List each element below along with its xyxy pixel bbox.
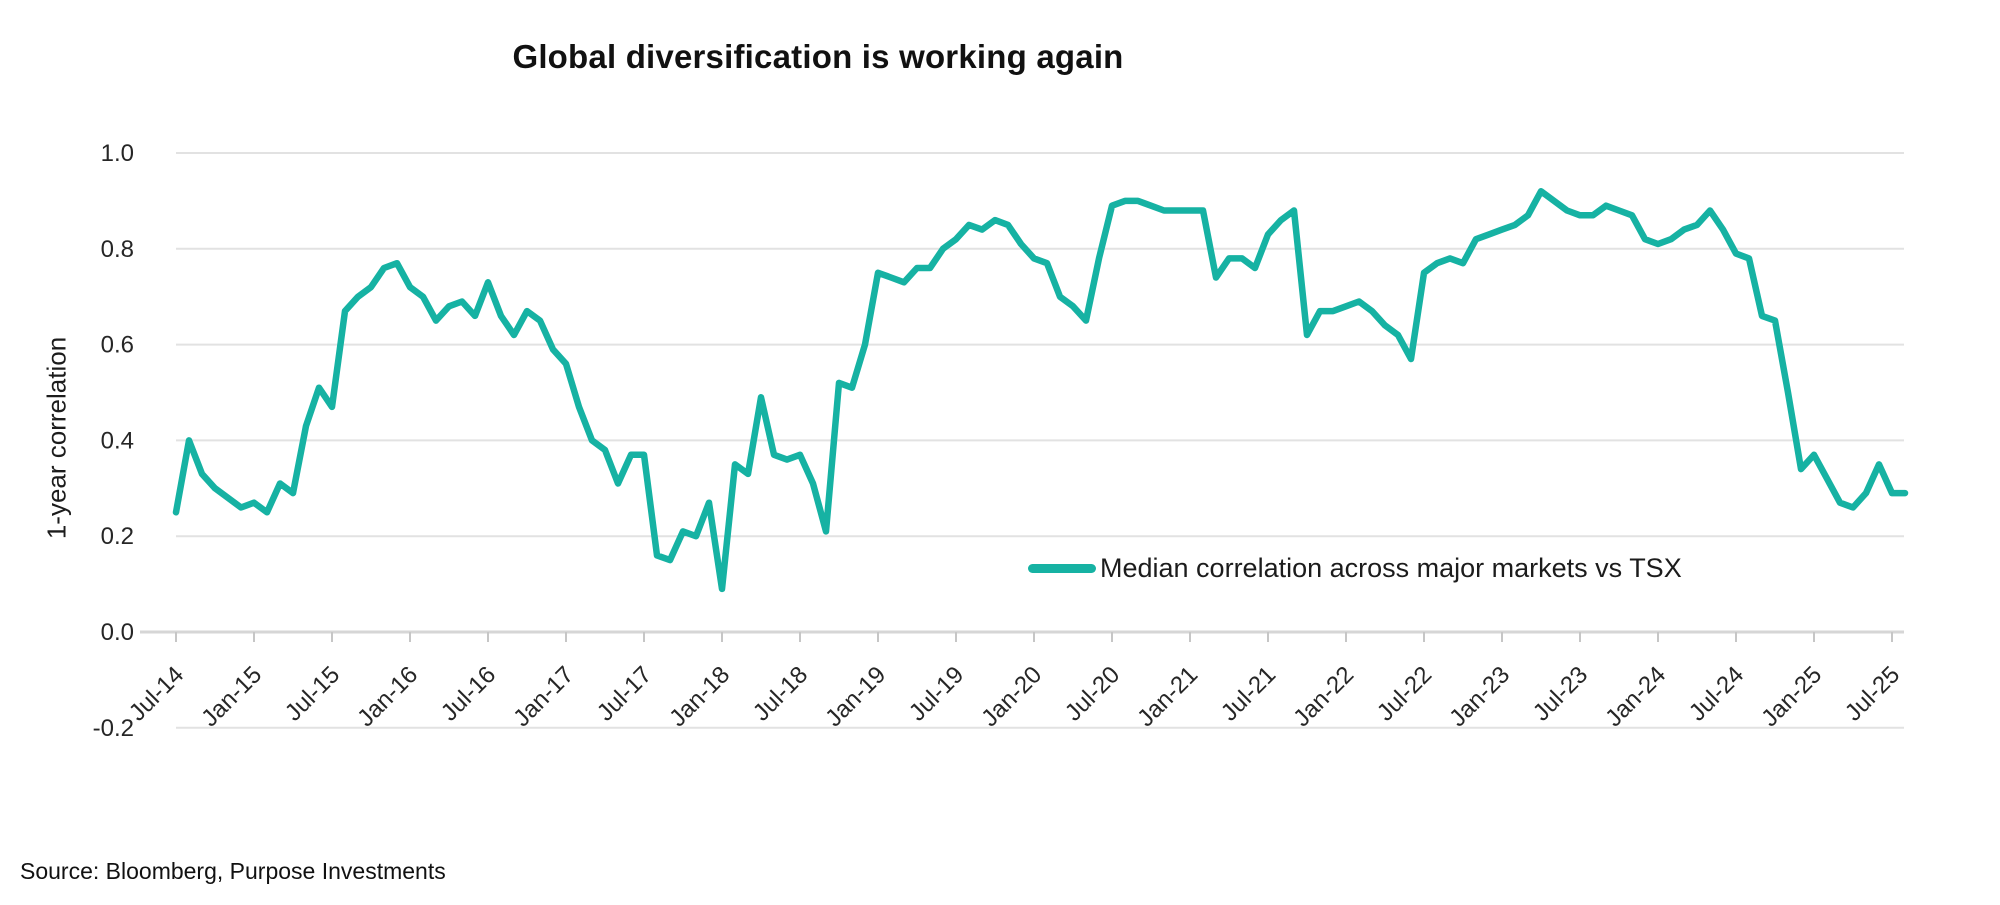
legend-series-label: Median correlation across major markets …: [1100, 552, 1682, 583]
x-tick-label: Jul-15: [280, 661, 345, 726]
x-tick-label: Jan-21: [1132, 661, 1203, 732]
x-tick-label: Jul-14: [124, 661, 189, 726]
y-tick-labels: 1.0 0.8 0.6 0.4 0.2 0.0 -0.2: [93, 140, 134, 742]
x-tick-label: Jul-25: [1840, 661, 1905, 726]
x-tick-label: Jan-16: [352, 661, 423, 732]
y-tick-label: -0.2: [93, 715, 134, 742]
legend: Median correlation across major markets …: [1028, 552, 1682, 584]
series-line: [172, 188, 1909, 593]
y-tick-label: 0.6: [101, 332, 134, 359]
x-tick-label: Jan-18: [664, 661, 735, 732]
x-tick-labels: Jul-14 Jan-15 Jul-15 Jan-16 Jul-16 Jan-17 Jul-…: [124, 661, 1905, 732]
y-tick-label: 0.2: [101, 523, 134, 550]
x-tick-label: Jul-17: [592, 661, 657, 726]
x-tick-label: Jul-18: [748, 661, 813, 726]
y-gridlines: [140, 152, 1904, 729]
y-tick-label: 0.8: [101, 236, 134, 263]
y-tick-label: 0.4: [101, 427, 134, 454]
x-tick-label: Jan-17: [508, 661, 579, 732]
y-tick-label: 0.0: [101, 619, 134, 646]
x-tick-label: Jan-24: [1600, 661, 1671, 732]
x-tick-label: Jul-22: [1372, 661, 1437, 726]
x-tick-label: Jan-15: [196, 661, 267, 732]
x-tick-label: Jul-20: [1060, 661, 1125, 726]
x-tick-label: Jul-19: [904, 661, 969, 726]
x-tick-label: Jan-19: [820, 661, 891, 732]
x-tick-label: Jan-23: [1444, 661, 1515, 732]
x-tick-label: Jan-25: [1756, 661, 1827, 732]
x-tick-label: Jan-22: [1288, 661, 1359, 732]
x-tick-label: Jul-23: [1528, 661, 1593, 726]
x-tick-label: Jul-16: [436, 661, 501, 726]
x-tick-marks: [175, 632, 1893, 642]
y-tick-label: 1.0: [101, 140, 134, 167]
x-tick-label: Jan-20: [976, 661, 1047, 732]
source-note: Source: Bloomberg, Purpose Investments: [20, 858, 446, 884]
x-tick-label: Jul-21: [1216, 661, 1281, 726]
x-tick-label: Jul-24: [1684, 661, 1749, 726]
legend-line-swatch-icon: [1028, 563, 1096, 573]
chart-title: Global diversification is working again: [512, 38, 1124, 75]
